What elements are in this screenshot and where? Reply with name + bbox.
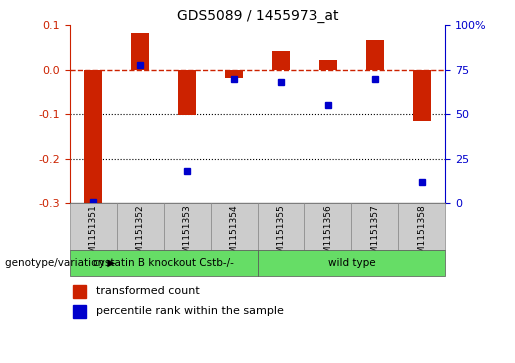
Text: GSM1151353: GSM1151353	[182, 205, 192, 265]
Bar	[116, 203, 164, 250]
Text: genotype/variation ▶: genotype/variation ▶	[5, 258, 115, 268]
Bar	[70, 250, 258, 276]
Text: GSM1151352: GSM1151352	[135, 205, 145, 265]
Bar	[70, 203, 116, 250]
Bar	[73, 285, 87, 298]
Text: GSM1151355: GSM1151355	[277, 205, 285, 265]
Bar	[304, 203, 352, 250]
Bar	[211, 203, 258, 250]
Bar	[164, 203, 211, 250]
Bar	[352, 203, 399, 250]
Bar	[258, 203, 304, 250]
Text: cystatin B knockout Cstb-/-: cystatin B knockout Cstb-/-	[93, 258, 234, 268]
Bar	[271, 51, 290, 70]
Bar	[319, 60, 337, 70]
Bar	[83, 70, 102, 205]
Text: percentile rank within the sample: percentile rank within the sample	[96, 306, 284, 316]
Text: GSM1151358: GSM1151358	[418, 205, 426, 265]
Bar	[131, 33, 149, 70]
Text: wild type: wild type	[328, 258, 375, 268]
Text: GSM1151354: GSM1151354	[230, 205, 238, 265]
Text: GSM1151351: GSM1151351	[89, 205, 97, 265]
Text: GSM1151356: GSM1151356	[323, 205, 333, 265]
Bar	[366, 40, 384, 70]
Bar	[225, 70, 244, 78]
Bar	[399, 203, 445, 250]
Bar	[258, 250, 445, 276]
Bar	[178, 70, 196, 115]
Text: GSM1151357: GSM1151357	[370, 205, 380, 265]
Title: GDS5089 / 1455973_at: GDS5089 / 1455973_at	[177, 9, 338, 23]
Bar	[413, 70, 432, 121]
Bar	[73, 305, 87, 318]
Text: transformed count: transformed count	[96, 286, 200, 296]
